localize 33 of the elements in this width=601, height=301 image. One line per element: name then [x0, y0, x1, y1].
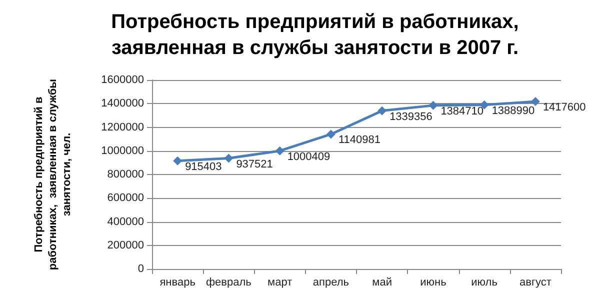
y-tick-label: 800000 — [107, 168, 144, 180]
data-label: 1417600 — [542, 102, 586, 114]
point — [224, 154, 234, 163]
x-tick-label: июнь — [420, 276, 447, 288]
y-tick-label: 0 — [138, 263, 144, 275]
x-tick-label: май — [372, 276, 392, 288]
x-tick-label: февраль — [206, 276, 252, 288]
data-label: 1339356 — [390, 110, 432, 123]
data-label: 1140981 — [338, 134, 380, 146]
y-tick-label: 1200000 — [101, 121, 144, 134]
data-label: 937521 — [236, 158, 273, 170]
x-tick-label: август — [519, 276, 552, 288]
x-tick-label: январь — [160, 276, 196, 288]
point — [173, 156, 182, 166]
x-tick-label: март — [268, 276, 292, 288]
point — [378, 106, 387, 116]
data-label: 1384710 — [440, 105, 484, 118]
point — [275, 146, 284, 156]
data-label: 1388990 — [492, 104, 535, 117]
y-tick-label: 1400000 — [101, 98, 144, 110]
y-tick-label: 600000 — [107, 192, 144, 204]
y-tick-label: 400000 — [107, 216, 144, 228]
point — [326, 130, 336, 139]
data-label: 915403 — [185, 160, 222, 173]
chart-title: Потребность предприятий в работниках, заявленная в службы занятости в 2007 г. — [111, 11, 519, 59]
y-tick-label: 1000000 — [101, 144, 144, 157]
point — [428, 100, 438, 110]
data-label: 1000409 — [287, 150, 330, 163]
y-tick-label: 200000 — [107, 239, 144, 252]
x-tick-label: июль — [471, 276, 498, 288]
y-axis-title: Потребность предприятий в работниках, заявленная в службы занятости, чел. — [33, 78, 73, 270]
y-tick-label: 1600000 — [101, 74, 144, 86]
x-tick-label: апрель — [312, 276, 350, 288]
